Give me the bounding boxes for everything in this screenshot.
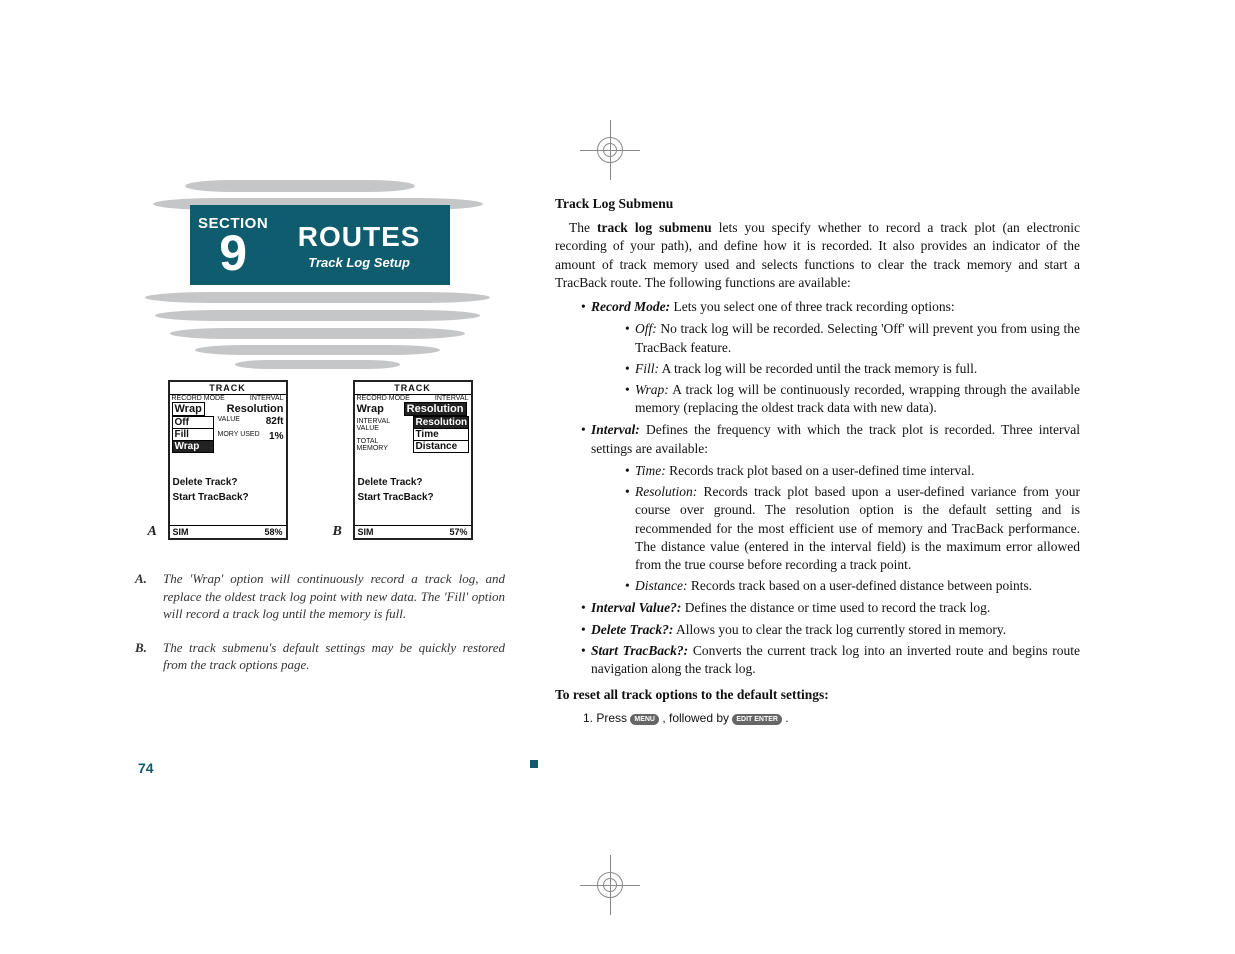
- bullet-interval-value: Interval Value?: Defines the distance or…: [581, 599, 1080, 617]
- globe-background: SECTION 9 ROUTES Track Log Setup: [135, 190, 505, 370]
- caption-a-text: The 'Wrap' option will continuously reco…: [163, 570, 505, 623]
- lcd-a-pct: 58%: [264, 527, 282, 537]
- main-title: Track Log Submenu: [555, 195, 1080, 213]
- lcd-b-mem-label: TOTAL MEMORY: [357, 438, 409, 452]
- option-selected: Wrap: [173, 441, 213, 452]
- bullet-interval: Interval: Defines the frequency with whi…: [581, 421, 1080, 457]
- caption-b-label: B.: [135, 639, 163, 674]
- lcd-a-value-label: VALUE: [218, 416, 240, 427]
- sub-time: Time: Records track plot based on a user…: [625, 462, 1080, 480]
- menu-key-icon: MENU: [630, 714, 659, 725]
- lcd-b-sim: SIM: [358, 527, 374, 537]
- lcd-b-interval: Resolution: [404, 402, 467, 416]
- lcd-a-link2: Start TracBack?: [170, 490, 286, 505]
- lcd-a: TRACK RECORD MODEINTERVAL Wrap Resolution…: [168, 380, 288, 540]
- lcd-b: TRACK RECORD MODEINTERVAL Wrap Resolution…: [353, 380, 473, 540]
- option: Distance: [414, 441, 468, 452]
- lcd-a-label: A: [148, 524, 157, 540]
- intro-paragraph: The track log submenu lets you specify w…: [555, 219, 1080, 292]
- lcd-a-k2: INTERVAL: [228, 395, 284, 402]
- enter-key-icon: EDIT ENTER: [732, 714, 782, 725]
- lcd-a-link1: Delete Track?: [170, 475, 286, 490]
- option-selected: Resolution: [414, 417, 468, 429]
- lcd-a-value: 82ft: [266, 416, 284, 427]
- section-header: SECTION 9 ROUTES Track Log Setup: [190, 205, 450, 285]
- option: Fill: [173, 429, 213, 441]
- sub-resolution: Resolution: Records track plot based upo…: [625, 483, 1080, 574]
- lcd-screenshots: A TRACK RECORD MODEINTERVAL WrapResoluti…: [135, 380, 505, 540]
- lcd-a-dropdown: Off Fill Wrap: [172, 416, 214, 453]
- lcd-a-k1: RECORD MODE: [172, 395, 228, 402]
- captions: A.The 'Wrap' option will continuously re…: [135, 570, 505, 674]
- sub-fill: Fill: A track log will be recorded until…: [625, 360, 1080, 378]
- registration-mark-top: [580, 120, 640, 180]
- lcd-b-mode: Wrap: [357, 403, 384, 415]
- left-column: SECTION 9 ROUTES Track Log Setup A TRACK…: [135, 190, 505, 690]
- accent-square: [530, 760, 538, 768]
- lcd-b-title: TRACK: [355, 382, 471, 395]
- section-title: ROUTES: [278, 221, 440, 253]
- lcd-b-link1: Delete Track?: [355, 475, 471, 490]
- bullet-start-tracback: Start TracBack?: Converts the current tr…: [581, 642, 1080, 678]
- lcd-b-dropdown: Resolution Time Distance: [413, 416, 469, 453]
- caption-b-text: The track submenu's default settings may…: [163, 639, 505, 674]
- bullet-delete-track: Delete Track?: Allows you to clear the t…: [581, 621, 1080, 639]
- main-content: Track Log Submenu The track log submenu …: [555, 195, 1080, 727]
- lcd-b-k2: INTERVAL: [413, 395, 469, 402]
- lcd-b-val-label: INTERVAL VALUE: [357, 418, 409, 432]
- page-number: 74: [138, 760, 154, 776]
- lcd-b-pct: 57%: [449, 527, 467, 537]
- registration-mark-bottom: [580, 855, 640, 915]
- reset-title: To reset all track options to the defaul…: [555, 686, 1080, 704]
- option: Time: [414, 429, 468, 441]
- lcd-a-interval: Resolution: [227, 403, 284, 415]
- section-number: 9: [198, 232, 268, 275]
- lcd-b-label: B: [333, 524, 342, 540]
- lcd-a-mem: 1%: [269, 431, 283, 442]
- lcd-a-mem-label: MORY USED: [218, 431, 260, 442]
- lcd-a-mode: Wrap: [172, 402, 205, 416]
- lcd-b-k1: RECORD MODE: [357, 395, 413, 402]
- lcd-a-title: TRACK: [170, 382, 286, 395]
- caption-a-label: A.: [135, 570, 163, 623]
- option: Off: [173, 417, 213, 429]
- lcd-a-sim: SIM: [173, 527, 189, 537]
- sub-wrap: Wrap: A track log will be continuously r…: [625, 381, 1080, 417]
- section-subtitle: Track Log Setup: [278, 255, 440, 270]
- sub-off: Off: No track log will be recorded. Sele…: [625, 320, 1080, 356]
- lcd-b-link2: Start TracBack?: [355, 490, 471, 505]
- page: SECTION 9 ROUTES Track Log Setup A TRACK…: [0, 0, 1235, 954]
- sub-distance: Distance: Records track based on a user-…: [625, 577, 1080, 595]
- reset-step: 1. Press MENU , followed by EDIT ENTER .: [583, 710, 1080, 726]
- bullet-record-mode: Record Mode: Lets you select one of thre…: [581, 298, 1080, 316]
